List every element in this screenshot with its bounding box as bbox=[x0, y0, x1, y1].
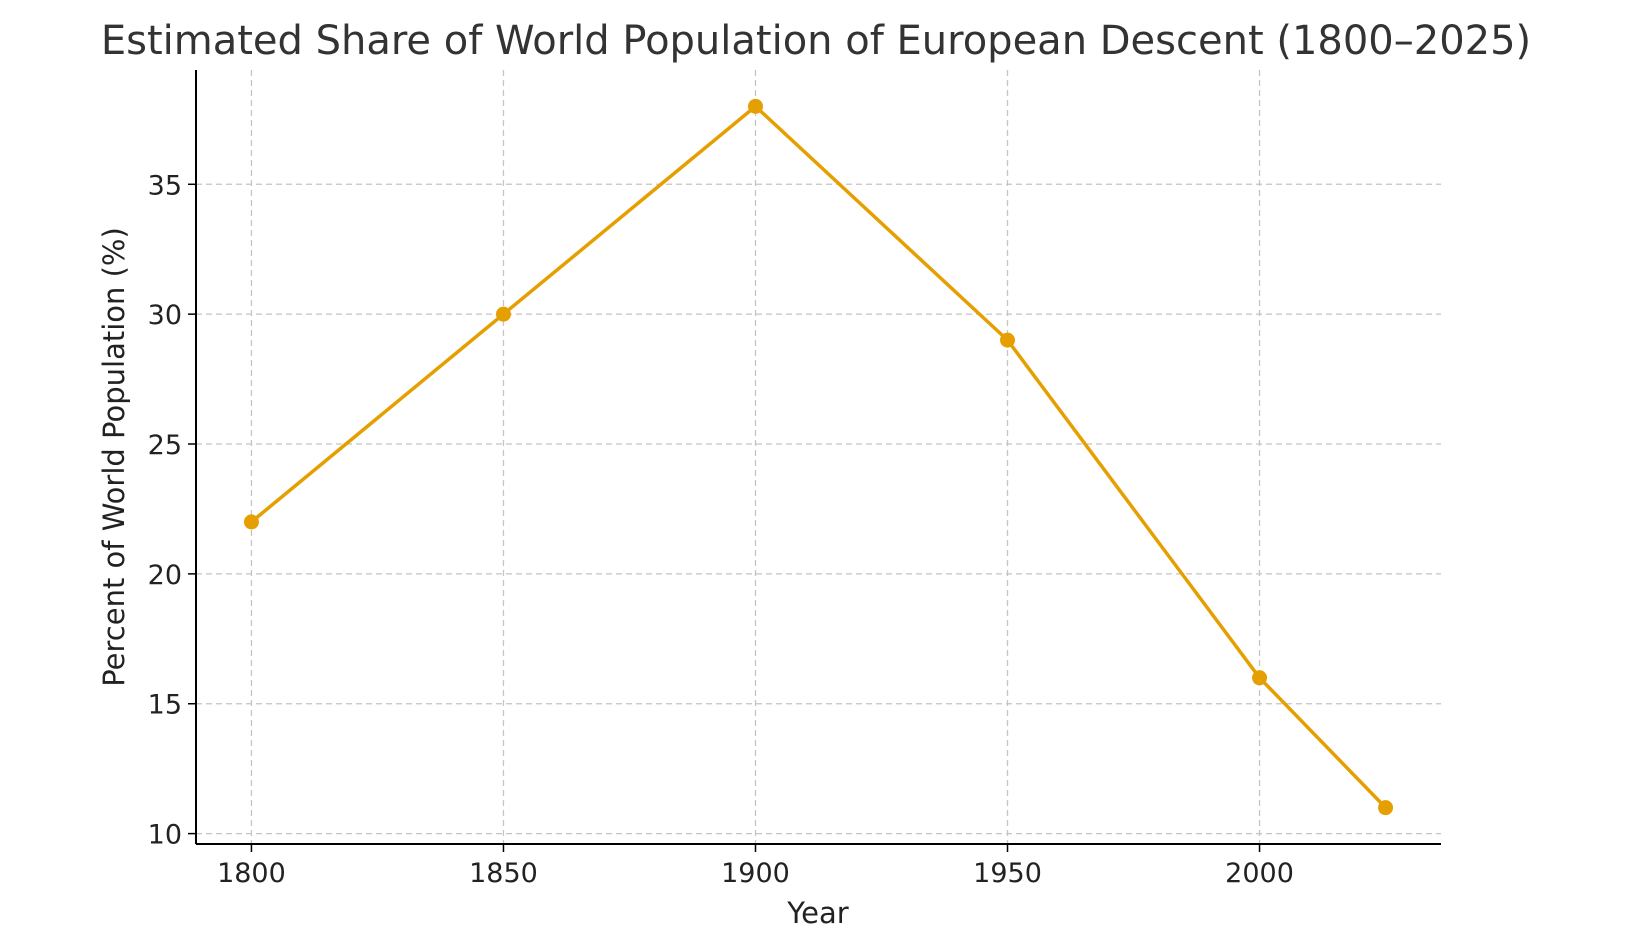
grid bbox=[196, 70, 1441, 844]
x-axis-label: Year bbox=[786, 896, 848, 930]
y-tick-label: 10 bbox=[148, 820, 182, 851]
y-tick-label: 15 bbox=[148, 690, 182, 721]
data-point bbox=[1252, 670, 1268, 686]
x-tick-label: 1900 bbox=[721, 858, 790, 889]
series-line bbox=[249, 104, 1388, 810]
x-tick-label: 1800 bbox=[217, 858, 286, 889]
data-point bbox=[495, 306, 511, 322]
x-tick-label: 1850 bbox=[469, 858, 538, 889]
y-tick-label: 20 bbox=[148, 560, 182, 591]
y-tick-label: 30 bbox=[148, 300, 182, 331]
axes bbox=[195, 70, 1441, 845]
series bbox=[243, 98, 1394, 816]
data-point bbox=[747, 98, 763, 114]
y-tick-label: 25 bbox=[148, 430, 182, 461]
x-tick-label: 2000 bbox=[1225, 858, 1294, 889]
data-point bbox=[243, 514, 259, 530]
data-point bbox=[1000, 332, 1016, 348]
y-tick-label: 35 bbox=[148, 170, 182, 201]
y-axis-label: Percent of World Population (%) bbox=[97, 227, 131, 687]
y-ticks: 10 15 20 25 30 35 bbox=[148, 170, 196, 851]
chart-title: Estimated Share of World Population of E… bbox=[101, 18, 1531, 64]
data-point bbox=[1378, 800, 1394, 816]
x-ticks: 1800 1850 1900 1950 2000 bbox=[217, 844, 1294, 889]
x-tick-label: 1950 bbox=[973, 858, 1042, 889]
